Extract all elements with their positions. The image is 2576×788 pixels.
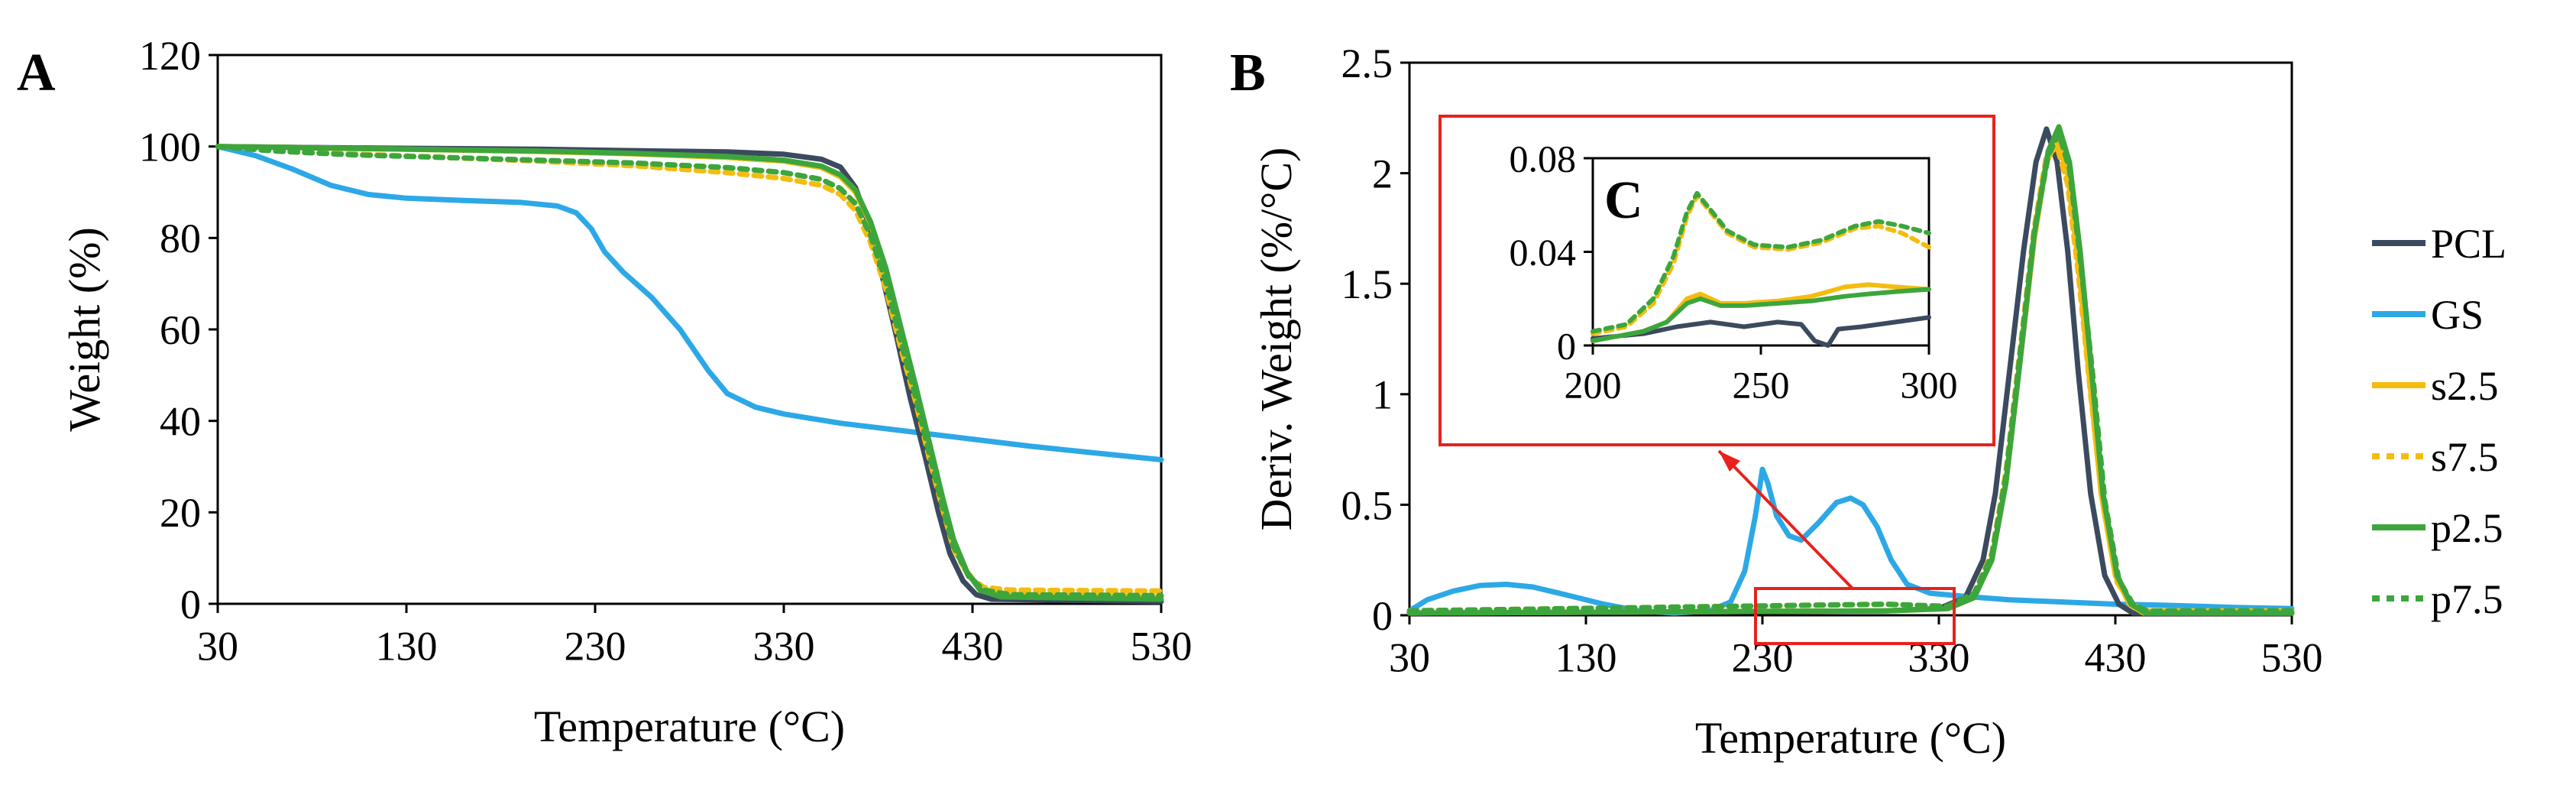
- chart-a-x-tick-label: 530: [1131, 624, 1193, 670]
- chart-a-y-tick-label: 120: [139, 33, 201, 79]
- chart-b-y-tick-label: 1.5: [1341, 261, 1393, 307]
- chart-a-x-tick-label: 230: [565, 624, 626, 670]
- chart-b-x-tick-label: 130: [1555, 635, 1617, 681]
- chart-c-x-tick-label: 250: [1733, 364, 1790, 407]
- legend-label-GS: GS: [2431, 292, 2484, 338]
- chart-b-x-tick-label: 30: [1389, 635, 1430, 681]
- chart-a-series-p7-5: [215, 144, 1164, 598]
- chart-b-y-tick-label: 0.5: [1341, 482, 1393, 528]
- chart-b: 0 0.5 1 1.5 2 2.5 30 130 230 330 430 530 Temperature…: [1251, 41, 2323, 763]
- chart-b-series-p7-5: [1406, 131, 2295, 614]
- chart-a-series-GS: [215, 144, 1164, 462]
- chart-a-y-tick-label: 100: [139, 125, 201, 170]
- chart-a-y-tick-label: 0: [180, 582, 201, 627]
- chart-a-x-axis-label: Temperature (°C): [534, 702, 845, 751]
- legend: PCL GS s2.5 s7.5 p2.5 p7.5: [2372, 221, 2506, 622]
- chart-b-y-tick-label: 2.5: [1341, 41, 1393, 86]
- chart-a-series-s2-5: [215, 144, 1164, 600]
- chart-b-x-tick-label: 530: [2261, 635, 2323, 681]
- chart-b-y-tick-label: 1: [1372, 372, 1393, 418]
- chart-a-y-tick-label: 40: [160, 399, 201, 445]
- chart-b-x-tick-label: 230: [1732, 635, 1794, 681]
- chart-a-x-tick-label: 30: [197, 624, 238, 670]
- panel-label-c: C: [1604, 171, 1643, 230]
- chart-b-y-tick-label: 2: [1372, 151, 1393, 197]
- chart-b-y-axis-label: Deriv. Weight (%/°C): [1251, 148, 1301, 531]
- chart-c-y-tick-label: 0.08: [1510, 138, 1577, 180]
- zoom-region-box: [1754, 587, 1956, 645]
- legend-label-s2-5: s2.5: [2431, 363, 2499, 409]
- chart-c-x-tick-label: 300: [1901, 364, 1958, 407]
- chart-a: 0 20 40 60 80 100 120 30 130 230 330 430 530 Temperat…: [60, 33, 1193, 751]
- chart-a-series-s7-5: [215, 144, 1164, 594]
- chart-c-series-PCL: [1591, 315, 1931, 348]
- chart-a-y-tick-label: 60: [160, 307, 201, 353]
- chart-c-series-p2-5: [1591, 287, 1931, 343]
- chart-a-plot-frame: [216, 54, 1163, 605]
- panel-label-a: A: [17, 44, 56, 102]
- chart-c-series-p7-5: [1591, 190, 1931, 334]
- chart-b-x-tick-label: 430: [2085, 635, 2147, 681]
- chart-a-series-PCL: [215, 144, 1164, 605]
- chart-a-y-axis-label: Weight (%): [60, 227, 109, 432]
- legend-label-PCL: PCL: [2431, 221, 2506, 267]
- chart-c-y-tick-label: 0.04: [1510, 231, 1577, 274]
- chart-c-x-tick-label: 200: [1565, 364, 1622, 407]
- chart-b-series-GS: [1406, 466, 2295, 616]
- legend-label-s7-5: s7.5: [2431, 434, 2499, 480]
- chart-a-x-tick-label: 330: [753, 624, 815, 670]
- legend-label-p2-5: p2.5: [2431, 505, 2503, 551]
- inset-frame: [1438, 115, 1995, 446]
- chart-c-inset: 0 0.04 0.08 200 250 300: [1510, 138, 1958, 407]
- panel-label-b: B: [1230, 44, 1266, 102]
- chart-a-x-tick-label: 430: [942, 624, 1004, 670]
- chart-b-y-tick-label: 0: [1372, 593, 1393, 639]
- zoom-arrow-line: [1717, 449, 1854, 590]
- chart-c-y-tick-label: 0: [1557, 325, 1576, 368]
- chart-a-y-tick-label: 20: [160, 490, 201, 536]
- chart-b-plot-frame: [1408, 61, 2293, 617]
- chart-a-x-tick-label: 130: [376, 624, 438, 670]
- zoom-arrow-head: [1719, 451, 1740, 472]
- legend-label-p7-5: p7.5: [2431, 576, 2503, 622]
- chart-b-x-axis-label: Temperature (°C): [1695, 713, 2006, 763]
- chart-a-y-tick-label: 80: [160, 216, 201, 261]
- chart-b-x-tick-label: 330: [1908, 635, 1970, 681]
- chart-a-series-p2-5: [215, 144, 1164, 602]
